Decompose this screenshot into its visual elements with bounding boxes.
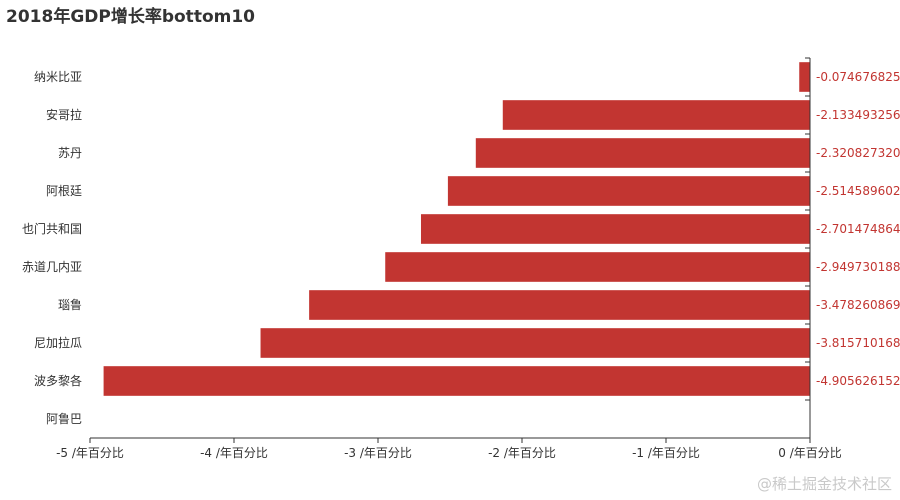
bar-value-label-7: -3.8157101687: [816, 336, 900, 350]
bar-2: [475, 138, 810, 168]
bar-7: [260, 328, 811, 358]
x-tick-label-5: 0 /年百分比: [778, 446, 842, 460]
y-tick-label-9: 阿鲁巴: [46, 412, 82, 426]
bar-value-label-1: -2.1334932567: [816, 108, 900, 122]
y-tick-label-4: 也门共和国: [22, 221, 82, 236]
x-tick-label-2: -3 /年百分比: [344, 446, 412, 460]
y-tick-label-1: 安哥拉: [46, 107, 82, 122]
y-tick-label-2: 苏丹: [58, 146, 82, 160]
bar-1: [502, 100, 810, 130]
x-tick-label-4: -1 /年百分比: [632, 446, 700, 460]
bar-value-label-6: -3.4782608695: [816, 298, 900, 312]
bar-4: [420, 214, 810, 244]
bar-3: [447, 176, 810, 206]
watermark: @稀土掘金技术社区: [756, 475, 892, 493]
bar-0: [799, 62, 810, 92]
bar-value-label-5: -2.9497301888: [816, 260, 900, 274]
y-tick-label-8: 波多黎各: [34, 373, 82, 388]
bar-value-label-0: -0.0746768253: [816, 70, 900, 84]
bar-5: [385, 252, 810, 282]
chart-title: 2018年GDP增长率bottom10: [6, 7, 255, 27]
bar-value-label-4: -2.7014748649: [816, 222, 900, 236]
bar-value-label-2: -2.3208273208: [816, 146, 900, 160]
y-tick-label-6: 瑙鲁: [58, 298, 82, 312]
bar-8: [103, 366, 810, 396]
bar-value-label-8: -4.9056261525: [816, 374, 900, 388]
y-tick-label-3: 阿根廷: [46, 184, 82, 198]
x-tick-label-3: -2 /年百分比: [488, 446, 556, 460]
bar-value-label-3: -2.5145896024: [816, 184, 900, 198]
y-tick-label-5: 赤道几内亚: [22, 260, 82, 274]
x-tick-label-1: -4 /年百分比: [200, 446, 268, 460]
y-tick-label-7: 尼加拉瓜: [34, 335, 82, 350]
bar-6: [309, 290, 810, 320]
x-tick-label-0: -5 /年百分比: [56, 446, 124, 460]
y-tick-label-0: 纳米比亚: [34, 70, 82, 84]
